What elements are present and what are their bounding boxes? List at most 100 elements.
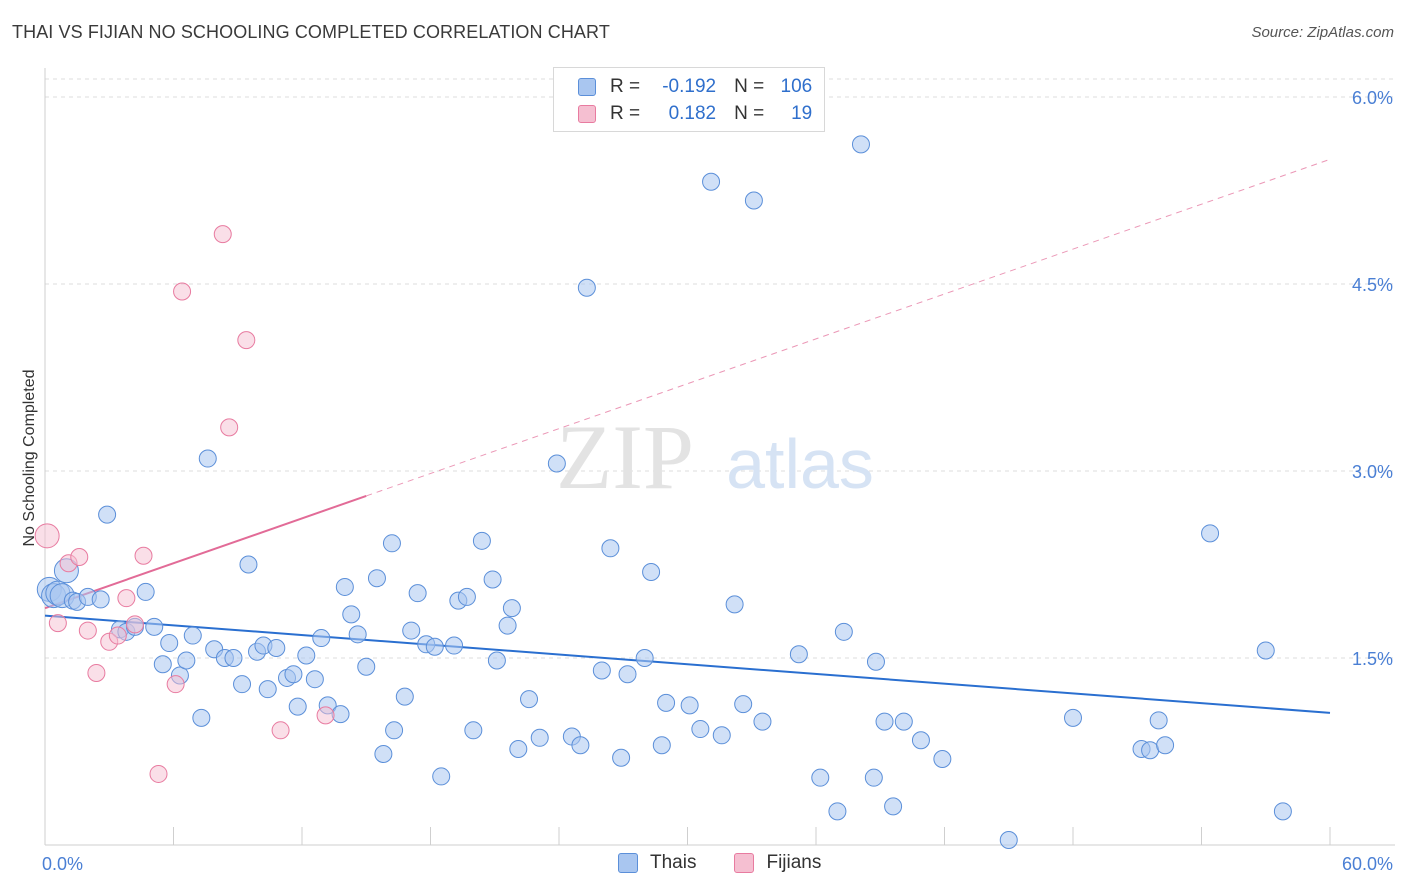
- legend-label-thais: Thais: [650, 852, 697, 873]
- fijians-point: [87, 663, 106, 682]
- thais-point: [198, 449, 217, 468]
- thais-point: [348, 625, 367, 644]
- legend-r-value: -0.192: [662, 76, 717, 97]
- thais-point: [657, 693, 676, 712]
- thais-point: [592, 661, 611, 680]
- thais-point: [509, 740, 528, 759]
- fijians-point: [48, 614, 67, 633]
- watermark-zip: ZIP: [556, 406, 694, 508]
- thais-point: [691, 720, 710, 739]
- thais-point: [224, 649, 243, 667]
- fijians-point: [271, 721, 290, 740]
- legend-swatch-fijians: [734, 853, 755, 873]
- fijians-point: [78, 621, 97, 640]
- fijians-point: [237, 331, 256, 350]
- legend-r-label: R =: [610, 76, 641, 97]
- thais-point: [192, 708, 211, 727]
- legend-n-value: 106: [780, 76, 813, 97]
- thais-point: [571, 736, 590, 755]
- thais-point: [160, 634, 179, 653]
- thais-point: [395, 687, 414, 706]
- fijians-point: [70, 548, 89, 567]
- thais-point: [288, 697, 307, 716]
- fijians-point: [134, 546, 153, 565]
- watermark-atlas: atlas: [726, 425, 874, 503]
- legend-n-value: 19: [791, 103, 813, 124]
- thais-point: [1064, 708, 1082, 727]
- fijians-trendline-extension: [366, 158, 1331, 497]
- thais-point: [342, 605, 361, 624]
- chart-title: THAI VS FIJIAN NO SCHOOLING COMPLETED CO…: [12, 22, 610, 42]
- thais-point: [1273, 802, 1292, 821]
- fijians-point: [213, 225, 232, 244]
- thais-point: [183, 626, 202, 645]
- thais-point: [153, 655, 172, 674]
- thais-point: [1256, 641, 1275, 660]
- thais-point: [894, 712, 913, 731]
- thais-point: [612, 748, 631, 767]
- thais-point: [1201, 524, 1220, 543]
- thais-point: [498, 616, 517, 635]
- thais-point: [911, 731, 930, 750]
- thais-point: [374, 744, 393, 763]
- thais-point: [487, 651, 506, 670]
- thais-point: [680, 696, 699, 715]
- thais-point: [312, 629, 331, 648]
- fijians-point: [220, 418, 239, 437]
- thais-point: [712, 726, 731, 745]
- thais-point: [402, 621, 421, 640]
- fijians-point: [117, 589, 136, 608]
- x-tick-label: 0.0%: [42, 854, 83, 874]
- y-tick-label: 4.5%: [1352, 275, 1393, 295]
- thais-point: [483, 570, 502, 589]
- legend-item-thais[interactable]: Thais: [618, 852, 696, 874]
- watermark: ZIP atlas: [556, 406, 874, 508]
- thais-point: [305, 670, 324, 689]
- legend-r-label: R =: [610, 103, 641, 124]
- thais-point: [1149, 711, 1168, 730]
- legend-item-fijians[interactable]: Fijians: [734, 852, 821, 874]
- thais-point: [577, 278, 596, 297]
- thais-point: [547, 454, 566, 473]
- legend-label-fijians: Fijians: [766, 852, 822, 873]
- thais-point: [136, 582, 155, 601]
- thais-point: [382, 534, 401, 553]
- thais-point: [258, 680, 277, 699]
- fijians-trendline: [44, 494, 367, 610]
- thais-point: [744, 191, 763, 210]
- thais-point: [432, 767, 451, 786]
- thais-point: [457, 587, 476, 606]
- thais-trendline: [44, 614, 1331, 714]
- axis-labels: 1.5% 3.0% 4.5% 6.0% 0.0% 60.0% No Schooling Co…: [21, 88, 1393, 874]
- legend-n-label: N =: [734, 103, 765, 124]
- legend-swatch-fijians: [578, 105, 596, 123]
- thais-point: [851, 135, 870, 154]
- thais-point: [811, 768, 830, 787]
- thais-point: [284, 665, 303, 684]
- thais-point: [98, 505, 117, 524]
- y-tick-label: 6.0%: [1352, 88, 1393, 108]
- thais-point: [145, 617, 164, 636]
- thais-point: [834, 622, 853, 641]
- y-tick-label: 3.0%: [1352, 462, 1393, 482]
- thais-point: [408, 584, 427, 603]
- thais-point: [702, 172, 721, 191]
- thais-point: [642, 562, 661, 581]
- legend-n-label: N =: [734, 76, 765, 97]
- y-axis-title: No Schooling Completed: [21, 370, 38, 547]
- thais-point: [933, 749, 952, 768]
- thais-point: [1156, 736, 1175, 755]
- legend-swatch-thais: [578, 78, 596, 96]
- thais-point: [357, 657, 376, 676]
- series-legend: Thais Fijians: [618, 852, 859, 874]
- thais-point: [239, 555, 258, 574]
- thais-point: [875, 712, 894, 731]
- fijians-point: [34, 523, 60, 549]
- thais-point: [789, 645, 808, 664]
- thais-point: [367, 569, 386, 588]
- fijians-point: [166, 675, 185, 694]
- thais-point: [635, 649, 654, 667]
- thais-point: [177, 651, 196, 670]
- thais-point: [753, 712, 772, 731]
